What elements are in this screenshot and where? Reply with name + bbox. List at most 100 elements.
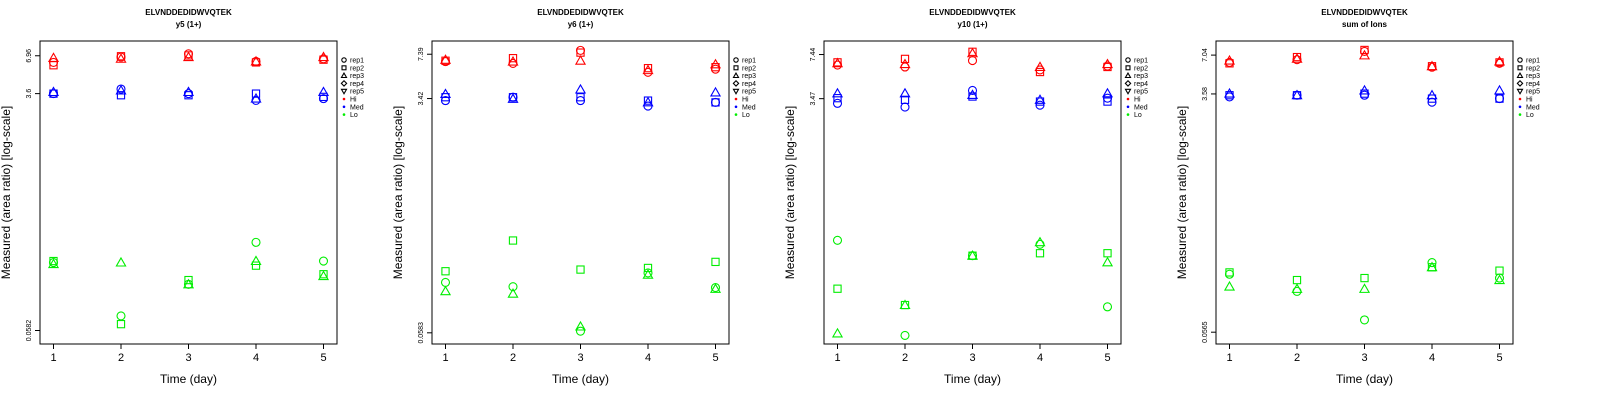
data-point-med-rep2	[1103, 97, 1112, 106]
x-tick-label: 5	[1104, 352, 1110, 364]
legend-label-rep3: rep3	[742, 73, 756, 80]
data-point-lo-rep3	[250, 255, 262, 266]
legend-symbol-med	[342, 105, 346, 109]
data-point-med-rep3	[1034, 94, 1046, 104]
legend-label-rep5: rep5	[1526, 89, 1540, 96]
legend-symbol-rep1	[1517, 57, 1523, 63]
x-tick-label: 2	[902, 352, 908, 364]
legend-label-hi: Hi	[1526, 97, 1533, 104]
x-tick-label: 2	[118, 352, 124, 364]
chart-title: ELVNDDEDIDWVQTEK	[537, 8, 624, 17]
data-point-hi-rep3	[1358, 49, 1371, 60]
chart-title: ELVNDDEDIDWVQTEK	[929, 8, 1016, 17]
x-tick-label: 4	[1429, 352, 1435, 364]
data-point-med-rep3	[47, 86, 60, 97]
legend-symbol-rep3	[1516, 71, 1524, 79]
data-point-med-rep3	[1291, 89, 1303, 100]
data-point-hi-rep3	[574, 55, 587, 65]
chart-title: ELVNDDEDIDWVQTEK	[145, 8, 232, 17]
legend-label-rep5: rep5	[350, 89, 364, 96]
legend-symbol-rep2	[1125, 65, 1131, 71]
x-tick-label: 3	[185, 352, 191, 364]
legend-symbol-rep3	[340, 71, 348, 79]
data-point-lo-rep3	[47, 258, 60, 269]
data-point-med-rep2	[251, 89, 261, 98]
legend-symbol-rep3	[1124, 71, 1132, 79]
data-point-lo-rep1	[508, 282, 518, 292]
data-point-lo-rep3	[1101, 256, 1114, 267]
y-axis-label: Measured (area ratio) [log-scale]	[0, 106, 13, 279]
legend-symbol-hi	[1518, 97, 1522, 101]
data-point-lo-rep3	[507, 288, 519, 298]
data-point-hi-rep2	[1103, 62, 1112, 72]
data-point-lo-rep2	[1035, 249, 1045, 258]
data-point-lo-rep2	[251, 261, 261, 270]
data-point-lo-rep1	[1359, 315, 1370, 325]
x-tick-label: 5	[1496, 352, 1502, 364]
data-point-hi-rep3	[115, 53, 127, 63]
legend-symbol-hi	[734, 97, 738, 101]
data-point-hi-rep2	[900, 54, 910, 64]
data-point-med-rep2	[833, 94, 842, 103]
data-point-lo-rep3	[709, 283, 722, 293]
data-point-med-rep1	[1359, 90, 1370, 100]
y-tick-label: 7.44	[810, 48, 817, 62]
data-point-hi-rep1	[575, 45, 586, 55]
legend-label-rep3: rep3	[1526, 73, 1540, 80]
x-tick-label: 1	[1226, 352, 1232, 364]
data-point-med-rep1	[967, 85, 978, 95]
data-point-med-rep2	[116, 91, 126, 100]
legend-label-rep4: rep4	[350, 81, 364, 88]
data-point-lo-rep3	[642, 269, 654, 279]
x-axis-label: Time (day)	[552, 372, 609, 386]
legend-symbol-rep5	[1124, 88, 1132, 95]
data-point-med-rep2	[900, 95, 910, 104]
chart-subtitle: sum of Ions	[1342, 20, 1387, 29]
legend-label-rep2: rep2	[742, 65, 756, 72]
legend-label-rep2: rep2	[1134, 65, 1148, 72]
data-point-med-rep3	[115, 84, 127, 95]
legend-label-lo: Lo	[350, 112, 358, 119]
y-tick-label: 3.42	[418, 92, 425, 106]
data-point-lo-rep3	[1291, 283, 1303, 293]
data-point-med-rep2	[576, 93, 585, 102]
data-point-med-rep2	[711, 98, 720, 107]
data-point-lo-rep1	[1427, 257, 1437, 268]
data-point-hi-rep1	[832, 60, 843, 70]
x-tick-label: 1	[50, 352, 56, 364]
data-point-lo-rep2	[1225, 268, 1234, 277]
data-point-lo-rep1	[318, 256, 329, 266]
data-point-lo-rep1	[116, 311, 126, 321]
data-point-med-rep3	[250, 92, 262, 103]
data-point-hi-rep3	[250, 55, 262, 66]
data-point-hi-rep2	[116, 52, 126, 61]
data-point-lo-rep2	[441, 267, 450, 276]
data-point-med-rep1	[48, 89, 59, 99]
legend-label-med: Med	[1134, 104, 1148, 111]
legend-symbol-med	[1518, 105, 1522, 109]
data-point-lo-rep2	[576, 265, 585, 274]
data-point-med-rep3	[182, 86, 195, 97]
data-point-med-rep2	[319, 92, 328, 102]
data-point-hi-rep3	[439, 54, 452, 64]
chart-panel-1: ELVNDDEDIDWVQTEK y5 (1+) 1 2 3 4 5 0.0582 3.6 6.9…	[0, 8, 364, 386]
legend-symbol-med	[1126, 105, 1130, 109]
legend-label-rep1: rep1	[1526, 58, 1540, 65]
data-point-med-rep2	[1495, 94, 1504, 103]
data-point-lo-rep3	[115, 256, 127, 267]
data-point-hi-rep3	[1426, 60, 1438, 71]
chart-subtitle: y6 (1+)	[568, 20, 594, 29]
x-tick-label: 5	[320, 352, 326, 364]
y-tick-label: 6.96	[26, 49, 33, 63]
x-tick-label: 3	[969, 352, 975, 364]
legend-label-med: Med	[350, 104, 364, 111]
data-point-lo-rep3	[1223, 280, 1236, 291]
data-point-hi-rep1	[48, 57, 59, 67]
chart-panel-2: ELVNDDEDIDWVQTEK y6 (1+) 1 2 3 4 5 0.0583 3.42 7.…	[391, 8, 756, 386]
data-point-med-rep1	[900, 102, 910, 112]
plot-frame	[431, 40, 730, 345]
y-tick-label: 3.58	[1202, 87, 1209, 101]
x-tick-label: 4	[1037, 352, 1043, 364]
data-point-lo-rep1	[643, 268, 653, 278]
